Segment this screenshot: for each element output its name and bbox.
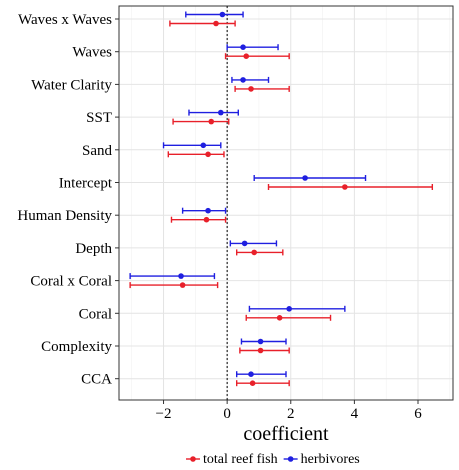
point-estimate [213, 20, 219, 27]
legend: total reef fish herbivores [186, 452, 360, 467]
y-tick-label: Sand [82, 143, 113, 159]
x-tick-label: −2 [156, 406, 172, 422]
point-estimate [251, 249, 257, 256]
point-estimate [203, 216, 210, 223]
point-estimate [240, 44, 246, 50]
point-estimate [179, 282, 186, 288]
legend-label: total reef fish [203, 452, 278, 467]
point-estimate [243, 53, 250, 59]
x-axis-tick-labels: −2 0 2 4 6 [156, 400, 422, 422]
point-estimate [240, 77, 246, 83]
point-estimate [205, 207, 211, 214]
x-tick-label: 6 [414, 406, 422, 422]
point-estimate [286, 306, 292, 312]
legend-swatch-point [287, 456, 294, 462]
y-tick-label: Intercept [59, 176, 113, 192]
point-estimate [200, 142, 207, 149]
y-tick-label: Depth [75, 241, 112, 257]
point-estimate [342, 184, 348, 190]
y-tick-label: Coral [79, 306, 112, 322]
y-axis-labels: Waves x Waves Waves Water Clarity SST Sand In… [17, 12, 119, 388]
y-tick-label: Waves x Waves [18, 12, 112, 28]
point-estimate [276, 315, 283, 321]
legend-item: herbivores [283, 452, 360, 467]
y-tick-label: SST [86, 110, 112, 126]
x-tick-label: 4 [351, 406, 359, 422]
y-tick-label: Water Clarity [31, 77, 112, 93]
x-tick-label: 0 [223, 406, 231, 422]
point-estimate [241, 240, 248, 247]
series-layer [129, 11, 434, 387]
point-estimate [257, 338, 264, 345]
point-estimate [208, 118, 215, 125]
point-estimate [248, 371, 254, 378]
y-tick-label: Complexity [41, 339, 112, 355]
point-estimate [219, 11, 226, 18]
plot-border [118, 5, 454, 401]
x-axis-title: coefficient [243, 423, 329, 445]
series-herbivores [129, 11, 367, 378]
y-tick-label: Coral x Coral [30, 274, 112, 290]
point-estimate [205, 151, 211, 158]
legend-item: total reef fish [186, 452, 278, 467]
point-estimate [302, 175, 308, 181]
point-estimate [217, 109, 224, 116]
y-tick-label: CCA [81, 372, 112, 388]
grid [118, 5, 454, 401]
point-estimate [249, 380, 256, 387]
point-estimate [257, 347, 264, 354]
point-estimate [178, 273, 184, 279]
y-tick-label: Waves [72, 45, 112, 61]
legend-swatch-point [190, 456, 196, 462]
x-tick-label: 2 [287, 406, 295, 422]
y-tick-label: Human Density [17, 208, 112, 224]
point-estimate [248, 86, 254, 92]
series-total-reef-fish [129, 20, 434, 387]
legend-label: herbivores [301, 452, 360, 467]
